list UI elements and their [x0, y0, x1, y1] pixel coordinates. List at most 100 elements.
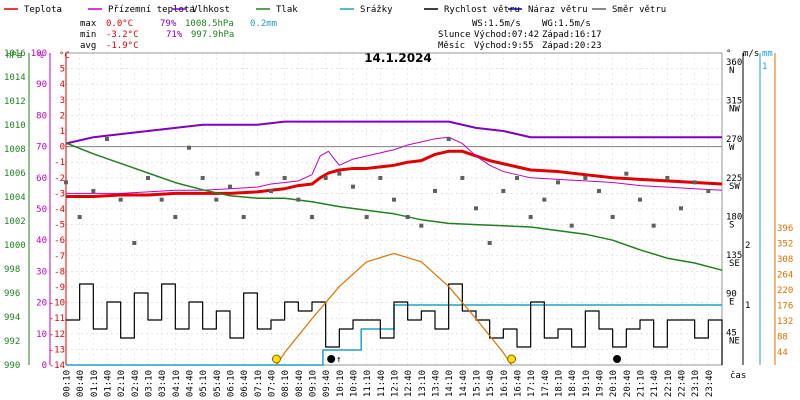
tick-time: 02:40 — [131, 370, 141, 397]
wind-direction-point — [64, 180, 68, 185]
wind-direction-point — [679, 206, 683, 211]
wind-direction-point — [651, 223, 656, 228]
tick-pressure: 990 — [4, 361, 20, 371]
wind-direction-point — [214, 197, 219, 202]
wind-direction-point — [405, 215, 410, 219]
wind-direction-point — [132, 241, 137, 245]
tick-pressure: 1012 — [4, 97, 26, 107]
tick-time: 06:40 — [240, 370, 250, 397]
tick-sun: 220 — [777, 286, 793, 296]
stat-avg-label: avg — [80, 41, 96, 51]
tick-time: 01:10 — [90, 370, 100, 397]
tick-temperature: 1 — [60, 127, 65, 137]
tick-humidity: 90 — [36, 80, 47, 90]
moon-rise: Východ:9:55 — [474, 41, 534, 51]
tick-sun: 44 — [777, 348, 788, 358]
tick-humidity: 40 — [36, 236, 47, 246]
moon-icon — [613, 355, 622, 363]
moon-set: Západ:20:23 — [542, 41, 602, 51]
wind-direction-point — [569, 223, 574, 228]
wind-direction-point — [515, 176, 519, 180]
wind-direction-point — [665, 176, 670, 180]
axis-unit-time: čas — [730, 370, 746, 381]
tick-time: 03:40 — [158, 370, 168, 397]
sun-set: Západ:16:17 — [542, 30, 602, 40]
wind-direction-point — [597, 189, 601, 193]
stat-min-hum: 71% — [166, 30, 183, 40]
tick-time: 10:40 — [350, 370, 360, 397]
wind-direction-point — [378, 176, 383, 180]
tick-pressure: 1006 — [4, 169, 26, 179]
wind-direction-point — [200, 176, 205, 180]
wind-direction-point — [610, 215, 615, 219]
tick-cardinal: W — [729, 143, 735, 153]
tick-humidity: 70 — [36, 143, 47, 153]
tick-temperature: -7 — [54, 252, 65, 262]
wind-direction-point — [474, 206, 478, 211]
tick-direction: 135 — [726, 251, 742, 261]
tick-wind: 2 — [745, 241, 750, 251]
tick-time: 12:40 — [404, 370, 414, 397]
tick-humidity: 80 — [36, 111, 47, 121]
sun-icon — [271, 354, 281, 364]
wind-direction-point — [528, 215, 533, 219]
moon-icon — [327, 355, 336, 363]
tick-time: 00:40 — [76, 370, 86, 397]
sun-icon — [507, 354, 517, 364]
tick-humidity: 50 — [36, 205, 47, 215]
tick-cardinal: NW — [729, 105, 740, 115]
tick-temperature: -12 — [49, 330, 65, 340]
tick-time: 21:40 — [650, 370, 660, 397]
tick-sun: 308 — [777, 255, 793, 265]
legend-label: Srážky — [360, 5, 393, 15]
tick-temperature: -13 — [49, 345, 65, 355]
wind-direction-point — [542, 197, 547, 202]
tick-temperature: -3 — [54, 189, 65, 199]
tick-time: 09:10 — [309, 370, 319, 397]
series-přízemní-teplota — [66, 136, 723, 194]
wind-direction-point — [583, 176, 588, 180]
tick-direction: 315 — [726, 97, 742, 107]
tick-pressure: 992 — [4, 337, 20, 347]
wind-direction-point — [255, 171, 260, 176]
tick-temperature: -2 — [54, 174, 65, 184]
tick-time: 08:40 — [295, 370, 305, 397]
tick-cardinal: E — [729, 298, 734, 308]
stat-max-press: 1008.5hPa — [185, 19, 234, 29]
stat-min-label: min — [80, 30, 96, 40]
legend-label: Směr větru — [612, 5, 666, 15]
tick-time: 04:10 — [172, 370, 182, 397]
tick-sun: 352 — [777, 240, 793, 250]
axis-unit-wind: m/s — [743, 49, 759, 59]
tick-time: 06:10 — [227, 370, 237, 397]
legend-label: Rychlost větru — [444, 5, 520, 15]
tick-time: 23:10 — [691, 370, 701, 397]
axis-unit-temperature: °C — [59, 51, 70, 61]
tick-cardinal: SE — [729, 259, 740, 269]
tick-direction: 270 — [726, 135, 742, 145]
axis-unit-pressure: hPa — [6, 51, 22, 61]
tick-time: 08:10 — [281, 370, 291, 397]
tick-time: 03:10 — [145, 370, 155, 397]
wind-direction-point — [433, 189, 437, 193]
tick-time: 16:40 — [514, 370, 524, 397]
tick-temperature: -1 — [54, 158, 65, 168]
series-teplota — [66, 149, 723, 199]
wind-direction-point — [556, 180, 560, 185]
tick-temperature: -11 — [49, 314, 65, 324]
tick-sun: 264 — [777, 271, 793, 281]
stat-max-temp: 0.0°C — [106, 19, 133, 29]
tick-time: 14:40 — [459, 370, 469, 397]
axis-unit-direction: ° — [726, 49, 731, 59]
legend-label: Náraz větru — [528, 5, 588, 15]
tick-time: 17:40 — [541, 370, 551, 397]
wind-direction-point — [187, 145, 191, 150]
tick-temperature: -9 — [54, 283, 65, 293]
tick-sun: 396 — [777, 224, 793, 234]
stats-block: max 0.0°C 79% 1008.5hPa 0.2mm min -3.2°C… — [80, 19, 602, 51]
tick-temperature: -14 — [49, 361, 65, 371]
axes: 1016101410121010100810061004100210009989… — [4, 49, 793, 397]
wind-direction-point — [146, 176, 150, 180]
tick-temperature: -4 — [54, 205, 65, 215]
